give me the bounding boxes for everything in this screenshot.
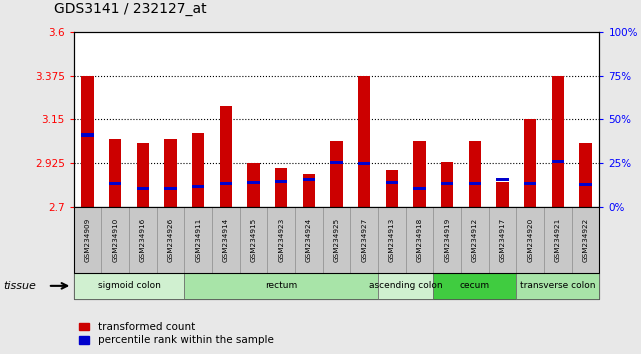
- Text: transverse colon: transverse colon: [520, 281, 595, 290]
- Text: GSM234917: GSM234917: [499, 218, 506, 262]
- Bar: [330, 161, 343, 164]
- Text: rectum: rectum: [265, 281, 297, 290]
- Bar: [413, 141, 426, 207]
- Bar: [496, 182, 509, 207]
- Text: GSM234909: GSM234909: [85, 218, 90, 262]
- Bar: [220, 106, 232, 207]
- Bar: [303, 178, 315, 181]
- Bar: [358, 76, 370, 207]
- Bar: [220, 182, 232, 185]
- Bar: [552, 160, 564, 163]
- Bar: [192, 133, 204, 207]
- Text: GSM234919: GSM234919: [444, 218, 450, 262]
- Bar: [386, 181, 398, 184]
- Text: GSM234911: GSM234911: [196, 218, 201, 262]
- Bar: [303, 174, 315, 207]
- Bar: [469, 141, 481, 207]
- Bar: [330, 141, 343, 207]
- Text: GSM234918: GSM234918: [417, 218, 422, 262]
- Text: GSM234913: GSM234913: [389, 218, 395, 262]
- Text: ascending colon: ascending colon: [369, 281, 442, 290]
- Bar: [524, 182, 537, 185]
- Legend: transformed count, percentile rank within the sample: transformed count, percentile rank withi…: [79, 322, 274, 345]
- Text: GSM234926: GSM234926: [167, 218, 174, 262]
- Bar: [275, 180, 287, 183]
- Bar: [496, 178, 509, 181]
- Bar: [441, 162, 453, 207]
- Bar: [247, 163, 260, 207]
- Bar: [109, 182, 121, 185]
- Text: GSM234910: GSM234910: [112, 218, 118, 262]
- Bar: [469, 182, 481, 185]
- Text: GSM234920: GSM234920: [527, 218, 533, 262]
- Text: sigmoid colon: sigmoid colon: [97, 281, 160, 290]
- Text: GSM234922: GSM234922: [583, 218, 588, 262]
- Text: tissue: tissue: [3, 281, 36, 291]
- Bar: [441, 182, 453, 185]
- Bar: [81, 133, 94, 137]
- Bar: [109, 139, 121, 207]
- Text: GSM234921: GSM234921: [555, 218, 561, 262]
- Bar: [137, 187, 149, 190]
- Bar: [247, 181, 260, 184]
- Bar: [579, 143, 592, 207]
- Text: cecum: cecum: [460, 281, 490, 290]
- Text: GDS3141 / 232127_at: GDS3141 / 232127_at: [54, 2, 207, 16]
- Bar: [137, 143, 149, 207]
- Text: GSM234914: GSM234914: [223, 218, 229, 262]
- Bar: [192, 185, 204, 188]
- Bar: [552, 76, 564, 207]
- Bar: [579, 183, 592, 186]
- Text: GSM234925: GSM234925: [333, 218, 340, 262]
- Bar: [81, 76, 94, 207]
- Bar: [386, 170, 398, 207]
- Bar: [275, 168, 287, 207]
- Text: GSM234915: GSM234915: [251, 218, 256, 262]
- Bar: [164, 139, 177, 207]
- Text: GSM234916: GSM234916: [140, 218, 146, 262]
- Bar: [524, 120, 537, 207]
- Text: GSM234923: GSM234923: [278, 218, 284, 262]
- Bar: [358, 162, 370, 165]
- Bar: [164, 187, 177, 190]
- Text: GSM234927: GSM234927: [361, 218, 367, 262]
- Bar: [413, 187, 426, 190]
- Text: GSM234924: GSM234924: [306, 218, 312, 262]
- Text: GSM234912: GSM234912: [472, 218, 478, 262]
